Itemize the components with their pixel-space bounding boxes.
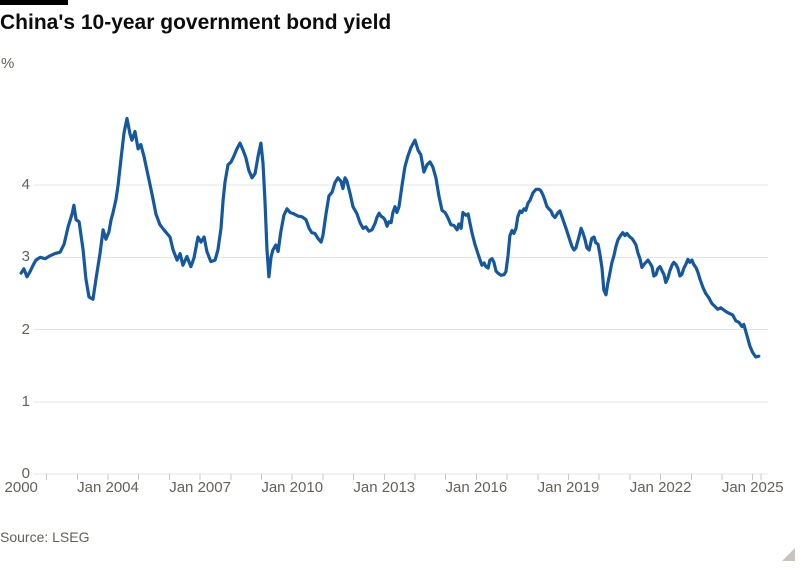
y-axis-label-2: 2	[21, 320, 30, 338]
y-axis-label-0: 0	[21, 465, 30, 482]
x-axis-label-jan-2016: Jan 2016	[445, 479, 508, 496]
chart-title: China's 10-year government bond yield	[0, 11, 392, 34]
x-axis-label-jan-2025: Jan 2025	[721, 479, 784, 496]
yield-line-series-0	[19, 116, 761, 359]
source-label: Source: LSEG	[0, 529, 90, 545]
x-axis-label-jan-2013: Jan 2013	[353, 479, 416, 496]
resize-handle-icon[interactable]	[782, 548, 795, 561]
y-axis-label-4: 4	[21, 176, 30, 193]
x-axis-label-jan-2007: Jan 2007	[169, 479, 231, 496]
y-axis-label-1: 1	[21, 392, 30, 410]
x-axis-label-jan-2004: Jan 2004	[77, 479, 139, 496]
x-axis-label-jan-2019: Jan 2019	[537, 479, 600, 496]
y-axis-unit-label: %	[1, 55, 15, 72]
y-axis-label-3: 3	[21, 248, 30, 266]
title-accent-bar	[0, 0, 68, 5]
x-axis-label-jan-2010: Jan 2010	[261, 479, 324, 496]
x-axis-label-jan-2022: Jan 2022	[629, 479, 692, 496]
x-axis-label-sep-2000: Sep 2000	[0, 479, 38, 496]
